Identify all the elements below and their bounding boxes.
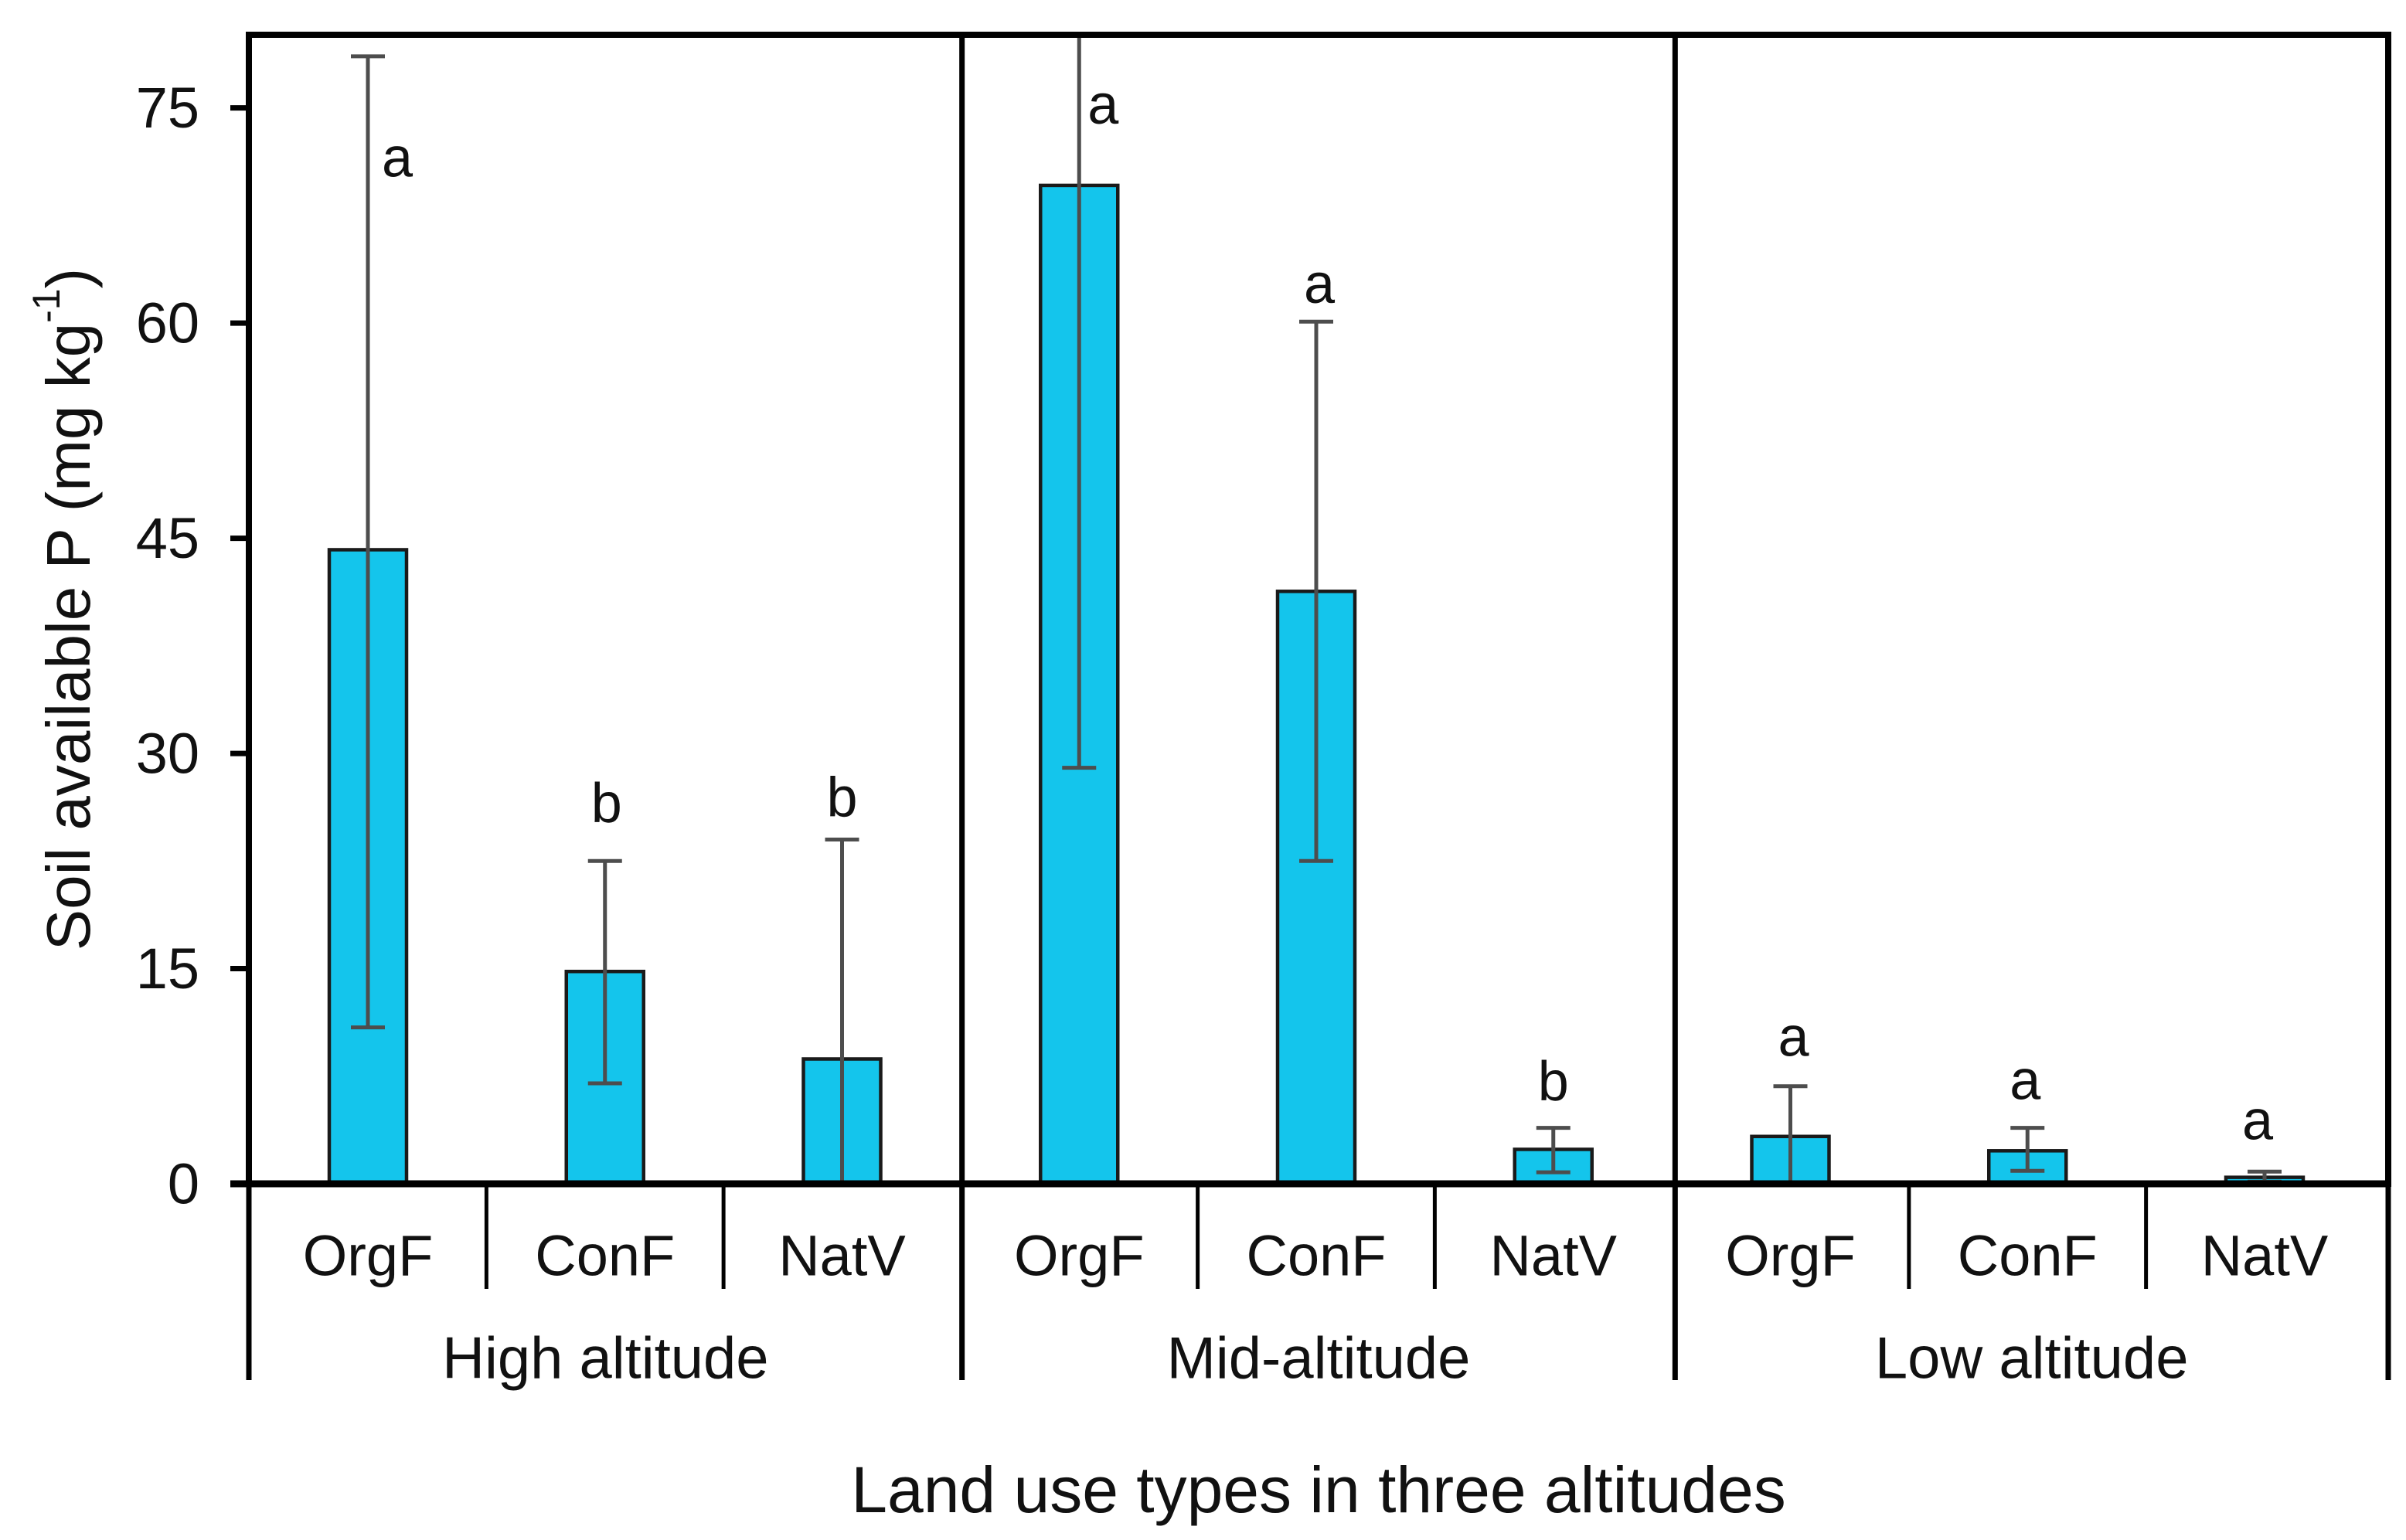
x-category-label-high-altitude-conf: ConF — [535, 1224, 675, 1288]
sig-letter-high-altitude-conf: b — [591, 773, 622, 835]
x-group-label-high-altitude: High altitude — [442, 1326, 769, 1392]
sig-letter-low-altitude-conf: a — [2010, 1049, 2041, 1111]
y-tick-label-0: 0 — [168, 1152, 199, 1216]
y-tick-label-45: 45 — [136, 506, 199, 570]
x-category-label-mid-altitude-natv: NatV — [1489, 1224, 1617, 1288]
y-tick-label-15: 15 — [136, 937, 199, 1001]
x-group-label-low-altitude: Low altitude — [1875, 1326, 2189, 1392]
sig-letter-mid-altitude-natv: b — [1538, 1051, 1569, 1113]
x-category-label-high-altitude-natv: NatV — [778, 1224, 906, 1288]
sig-letter-low-altitude-orgf: a — [1778, 1007, 1809, 1069]
y-tick-label-30: 30 — [136, 722, 199, 786]
x-category-label-mid-altitude-conf: ConF — [1247, 1224, 1387, 1288]
sig-letter-high-altitude-orgf: a — [382, 127, 413, 189]
sig-letter-high-altitude-natv: b — [826, 767, 857, 829]
sig-letter-mid-altitude-orgf: a — [1087, 74, 1119, 136]
sig-letter-mid-altitude-conf: a — [1304, 253, 1336, 315]
x-category-label-low-altitude-orgf: OrgF — [1725, 1224, 1856, 1288]
y-axis-title: Soil available P (mg kg-1) — [25, 268, 103, 950]
x-category-label-low-altitude-natv: NatV — [2201, 1224, 2329, 1288]
x-category-label-mid-altitude-orgf: OrgF — [1014, 1224, 1145, 1288]
x-category-label-low-altitude-conf: ConF — [1958, 1224, 2098, 1288]
x-axis-title: Land use types in three altitudes — [851, 1453, 1785, 1526]
x-category-label-high-altitude-orgf: OrgF — [303, 1224, 434, 1288]
sig-letter-low-altitude-natv: a — [2242, 1090, 2274, 1151]
y-tick-label-75: 75 — [136, 76, 199, 140]
x-group-label-mid-altitude: Mid-altitude — [1167, 1326, 1471, 1392]
y-tick-label-60: 60 — [136, 291, 199, 355]
